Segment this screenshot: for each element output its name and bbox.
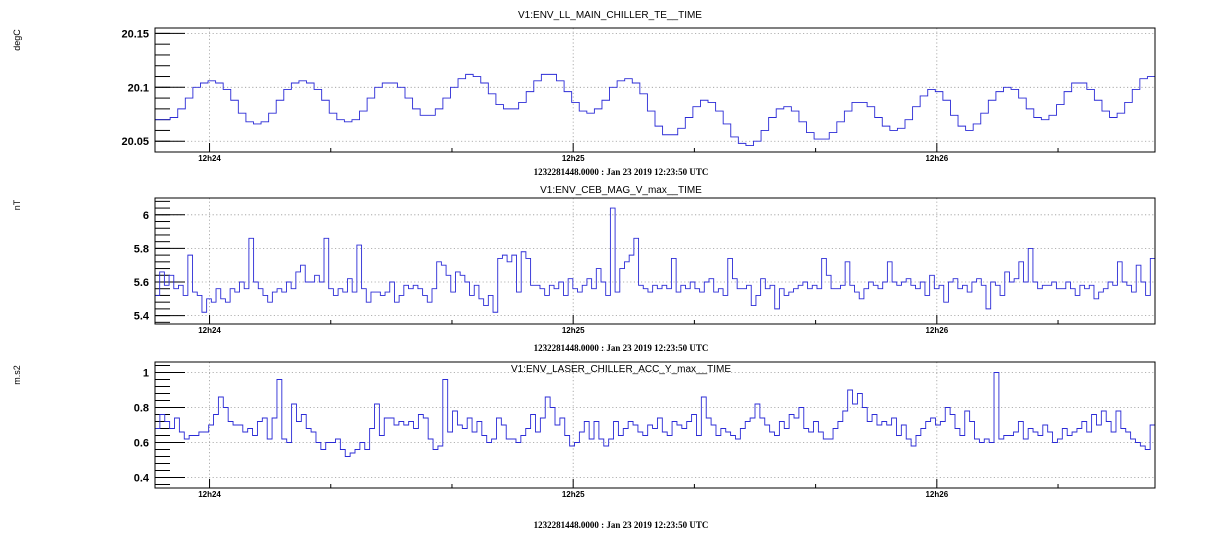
panel-2-y-tick-label: 5.8 [134,243,149,255]
panel-1-x-tick-label: 12h24 [198,154,221,163]
panel-3-x-tick-label: 12h24 [198,490,221,499]
panel-3-y-tick-label: 0.8 [134,403,149,415]
panel-2-y-tick-label: 5.6 [134,277,149,289]
panel-3-y-tick-label: 0.4 [134,473,150,485]
panel-1-ylabel: degC [12,29,22,51]
panel-3: V1:ENV_LASER_CHILLER_ACC_Y_max__TIME m.s… [12,361,1156,530]
panel-2-series [155,207,1155,313]
panel-1-y-tick-label: 20.15 [121,28,149,40]
panel-1-footer: 1232281448.0000 : Jan 23 2019 12:23:50 U… [534,167,709,177]
panel-2-ylabel: nT [12,199,22,210]
panel-2-series-line [155,207,1155,313]
panel-2-frame [154,197,1156,325]
panel-3-y-tick-label: 0.6 [134,438,149,450]
panel-3-x-tick-label: 12h26 [925,490,948,499]
panel-1: V1:ENV_LL_MAIN_CHILLER_TE__TIME degC 12h… [12,10,1156,177]
panel-3-y-tick-label: 1 [143,368,149,380]
panel-1-y-tick-label: 20.1 [128,82,149,94]
panel-2-y-tick-label: 6 [143,210,149,222]
panel-3-grid [155,362,1155,488]
panel-2-title: V1:ENV_CEB_MAG_V_max__TIME [540,185,702,196]
panel-2: V1:ENV_CEB_MAG_V_max__TIME nT 12h24 12h25… [12,185,1156,353]
panel-2-x-tick-label: 12h24 [198,326,221,335]
panel-3-ticks [155,365,1059,488]
panel-3-title: V1:ENV_LASER_CHILLER_ACC_Y_max__TIME [511,364,731,375]
panel-1-x-tick-label: 12h25 [562,154,585,163]
panel-3-footer: 1232281448.0000 : Jan 23 2019 12:23:50 U… [534,520,709,530]
panel-3-series-line [155,372,1155,457]
panel-1-title: V1:ENV_LL_MAIN_CHILLER_TE__TIME [518,10,702,21]
panel-2-x-tick-label: 12h26 [925,326,948,335]
panel-2-footer: 1232281448.0000 : Jan 23 2019 12:23:50 U… [534,343,709,353]
panel-1-y-tick-label: 20.05 [121,136,149,148]
panel-2-y-tick-label: 5.4 [134,311,150,323]
panel-1-grid [155,28,1155,152]
panel-3-tick-labels: 12h24 12h25 12h26 0.4 0.6 0.8 1 [134,368,949,500]
panel-1-tick-labels: 12h24 12h25 12h26 20.05 20.1 20.15 [121,28,948,163]
panel-3-ylabel: m.s2 [12,365,22,385]
panel-1-series [155,73,1155,146]
panel-3-frame [154,361,1156,489]
panel-3-x-tick-label: 12h25 [562,490,585,499]
panel-1-series-line [155,73,1155,146]
panel-1-frame [154,27,1156,153]
panel-1-x-tick-label: 12h26 [925,154,948,163]
panel-2-x-tick-label: 12h25 [562,326,585,335]
panel-2-tick-labels: 12h24 12h25 12h26 5.4 5.6 5.8 6 [134,210,949,335]
panel-3-series [155,372,1155,457]
